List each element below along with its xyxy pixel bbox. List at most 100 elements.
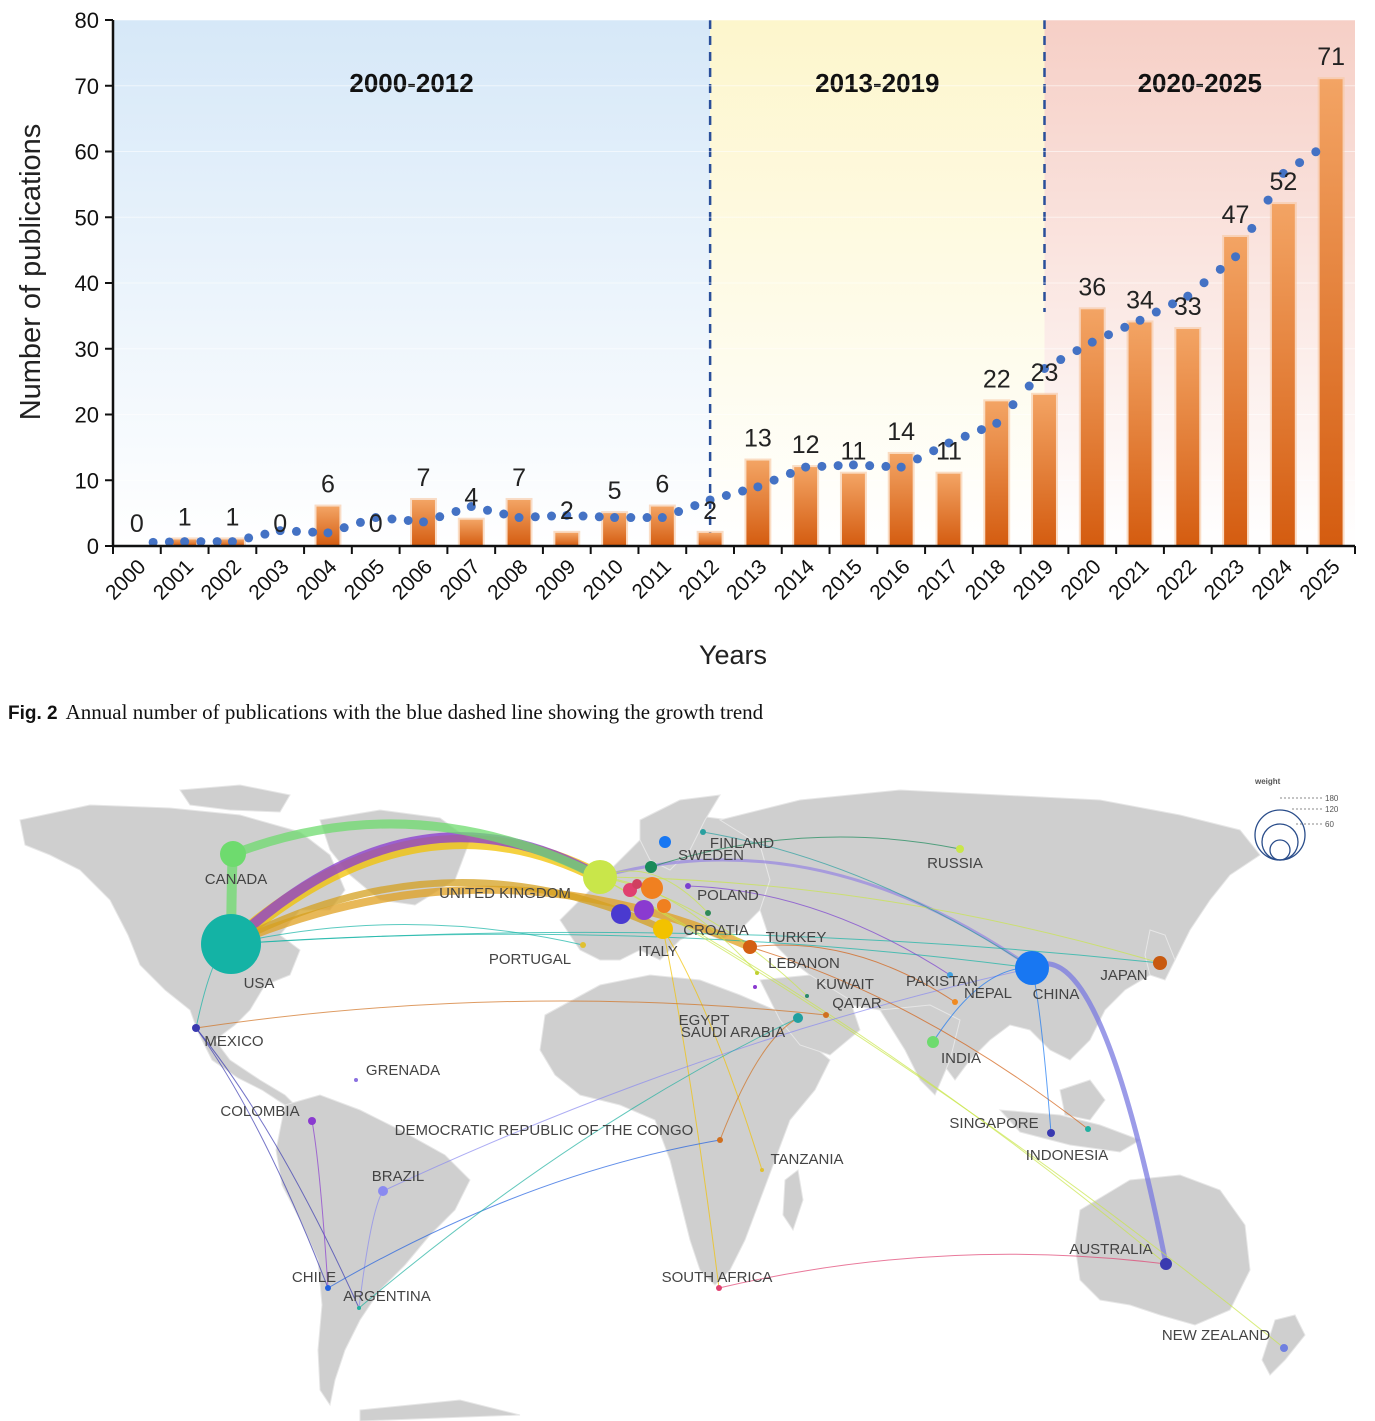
country-node <box>947 972 953 978</box>
country-label: PORTUGAL <box>489 951 571 968</box>
trend-dot <box>657 513 667 523</box>
country-node <box>716 1285 722 1291</box>
x-tick-label: 2001 <box>149 555 198 604</box>
y-axis-label: Number of publications <box>15 124 47 421</box>
major-link <box>1030 961 1169 1265</box>
minor-link <box>195 1000 827 1029</box>
country-label: JAPAN <box>1100 967 1147 984</box>
data-label: 7 <box>512 464 526 492</box>
country-label: NEPAL <box>964 985 1012 1002</box>
data-label: 0 <box>273 510 287 538</box>
trend-dot <box>180 537 190 547</box>
trend-dot <box>642 513 652 523</box>
trend-dot <box>738 486 748 496</box>
country-node <box>1160 1258 1172 1270</box>
minor-link <box>195 1027 360 1309</box>
minor-link <box>718 1253 1167 1289</box>
country-node <box>755 971 759 975</box>
bar <box>937 473 961 546</box>
bar <box>507 499 531 546</box>
y-tick-label: 70 <box>75 74 99 99</box>
data-label: 36 <box>1078 273 1106 301</box>
trend-dot <box>1024 381 1034 391</box>
country-node <box>645 861 657 873</box>
data-label: 14 <box>887 418 915 446</box>
x-tick-label: 2021 <box>1104 555 1153 604</box>
country-label: TANZANIA <box>770 1151 843 1168</box>
x-tick-label: 2009 <box>531 555 580 604</box>
country-node <box>1047 1129 1055 1137</box>
trend-dot <box>547 511 557 521</box>
x-tick-label: 2015 <box>818 555 867 604</box>
y-tick-label: 80 <box>75 8 99 33</box>
y-tick-label: 60 <box>75 140 99 165</box>
trend-dot <box>610 513 620 523</box>
x-tick-label: 2002 <box>197 555 246 604</box>
africa-shape <box>539 974 831 1286</box>
country-node <box>641 877 663 899</box>
trend-line <box>148 147 1321 547</box>
x-tick-label: 2024 <box>1248 555 1298 605</box>
trend-dot <box>1183 291 1193 301</box>
trend-dot <box>1215 264 1225 274</box>
x-tick-label: 2006 <box>388 555 437 604</box>
period-label: 2013-2019 <box>815 68 939 98</box>
trend-dot <box>1008 400 1018 410</box>
trend-dot <box>1278 168 1288 178</box>
bar <box>603 513 627 546</box>
country-label: UNITED KINGDOM <box>439 885 571 902</box>
trend-dot <box>1199 278 1209 288</box>
bar <box>1033 394 1056 546</box>
x-tick-label: 2007 <box>436 555 485 604</box>
data-label: 11 <box>936 438 962 466</box>
y-tick-label: 0 <box>87 534 99 559</box>
period-label: 2020-2025 <box>1138 68 1262 98</box>
data-label: 52 <box>1269 168 1297 196</box>
trend-dot <box>148 537 158 547</box>
country-label: MEXICO <box>204 1033 263 1050</box>
trend-dot <box>227 537 237 547</box>
country-node <box>325 1285 331 1291</box>
x-tick-label: 2022 <box>1152 555 1201 604</box>
minor-link <box>599 876 1167 1265</box>
country-node <box>685 883 691 889</box>
trend-dot <box>1072 346 1082 356</box>
trend-dot <box>1311 147 1321 157</box>
asia-shape <box>718 789 1261 1081</box>
trend-dot <box>1231 252 1241 262</box>
x-tick-label: 2004 <box>292 555 342 605</box>
country-label: ARGENTINA <box>343 1288 431 1305</box>
country-node <box>632 879 642 889</box>
minor-link <box>650 836 961 868</box>
country-label: KUWAIT <box>816 976 874 993</box>
trend-dot <box>705 495 715 505</box>
country-node <box>705 910 711 916</box>
country-node <box>634 900 654 920</box>
country-node <box>805 994 809 998</box>
trend-dot <box>1247 223 1257 233</box>
country-label: SINGAPORE <box>949 1115 1038 1132</box>
country-label: COLOMBIA <box>220 1103 299 1120</box>
south-america-shape <box>275 1094 471 1407</box>
x-tick-label: 2019 <box>1009 555 1058 604</box>
major-link <box>231 819 603 882</box>
country-node <box>753 985 757 989</box>
country-label: ITALY <box>638 943 677 960</box>
trend-dot <box>626 513 636 523</box>
country-node <box>927 1036 939 1048</box>
bar <box>841 473 865 546</box>
country-node <box>192 1024 200 1032</box>
minor-link <box>599 876 758 974</box>
x-tick-label: 2008 <box>483 555 532 604</box>
trend-dot <box>387 514 397 524</box>
trend-dot <box>721 491 731 501</box>
country-label: FINLAND <box>710 835 774 852</box>
country-label: CHILE <box>292 1269 336 1286</box>
country-node <box>611 904 631 924</box>
bar <box>459 519 483 546</box>
figure-caption-text: Annual number of publications with the b… <box>65 700 764 724</box>
y-tick-label: 10 <box>75 468 99 493</box>
bar <box>650 506 674 546</box>
